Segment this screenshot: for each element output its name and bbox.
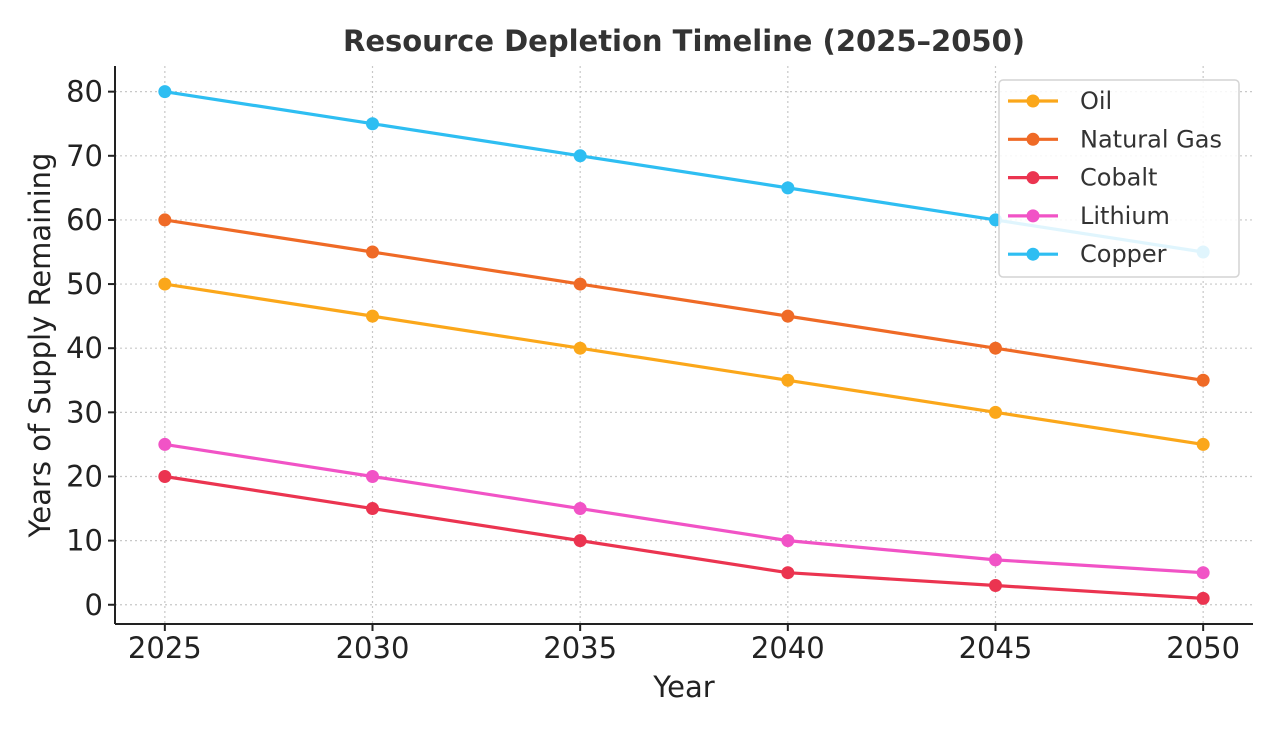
legend-item: Lithium [1008,202,1170,230]
legend-marker [1026,132,1040,146]
data-point [573,502,587,516]
legend-label: Lithium [1080,202,1170,230]
legend-label: Copper [1080,240,1167,268]
x-tick-label: 2050 [1166,631,1240,665]
x-tick-label: 2045 [959,631,1033,665]
x-tick-label: 2040 [751,631,825,665]
legend-item: Cobalt [1008,164,1157,192]
series-cobalt [158,469,1210,605]
data-point [158,213,172,227]
y-tick-label: 70 [66,139,103,173]
x-axis-label: Year [652,670,714,704]
chart-title: Resource Depletion Timeline (2025–2050) [343,24,1025,58]
y-tick-label: 10 [66,524,103,558]
y-axis-label: Years of Supply Remaining [23,153,57,539]
data-point [158,85,172,99]
x-tick-label: 2025 [128,631,202,665]
x-tick-label: 2030 [336,631,410,665]
ticks: 2025 2030 2035 2040 2045 20500102030405060708… [66,75,1240,665]
legend-marker [1026,171,1040,185]
legend-item: Oil [1008,87,1112,115]
data-point [781,373,795,387]
series-line [163,218,1205,382]
data-point [1196,373,1210,387]
legend-frame [998,79,1240,278]
series-line [163,442,1205,575]
legend-item: Natural Gas [1008,125,1222,153]
series-natural-gas [158,213,1210,387]
y-tick-label: 80 [66,75,103,109]
y-tick-label: 60 [66,203,103,237]
y-tick-label: 0 [85,588,103,622]
legend-marker [1026,247,1040,261]
data-point [573,149,587,163]
data-point [988,579,1002,593]
series-line [163,282,1205,447]
data-point [1196,591,1210,605]
series-lithium [158,437,1210,580]
data-point [781,309,795,323]
legend-label: Oil [1080,87,1112,115]
data-point [781,566,795,580]
grid [115,66,1253,624]
data-point [366,309,380,323]
data-point [573,534,587,548]
legend-label: Cobalt [1080,164,1157,192]
y-tick-label: 40 [66,331,103,365]
data-point [366,245,380,259]
data-point [366,469,380,483]
data-point [988,341,1002,355]
data-point [988,553,1002,567]
legend-marker [1026,94,1040,108]
data-point [781,534,795,548]
x-tick-label: 2035 [543,631,617,665]
legend-marker [1026,209,1040,223]
series-oil [158,277,1210,451]
legend-item: Copper [1008,240,1167,268]
data-point [366,117,380,131]
data-point [573,341,587,355]
legend: Oil Natural Gas Cobalt Lithium Copper [998,79,1240,278]
legend-label: Natural Gas [1080,125,1222,153]
y-tick-label: 50 [66,267,103,301]
axes [114,66,1253,625]
data-point [366,502,380,516]
data-point [1196,566,1210,580]
y-tick-label: 30 [66,395,103,429]
y-tick-label: 20 [66,459,103,493]
data-point [1196,437,1210,451]
data-point [573,277,587,291]
data-point [158,277,172,291]
data-point [158,469,172,483]
data-point [781,181,795,195]
series-line [163,474,1205,600]
data-point [158,437,172,451]
data-point [988,405,1002,419]
